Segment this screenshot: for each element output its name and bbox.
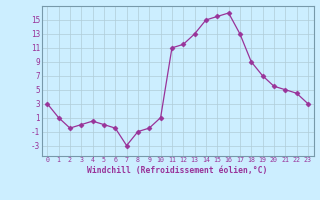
X-axis label: Windchill (Refroidissement éolien,°C): Windchill (Refroidissement éolien,°C) bbox=[87, 166, 268, 175]
